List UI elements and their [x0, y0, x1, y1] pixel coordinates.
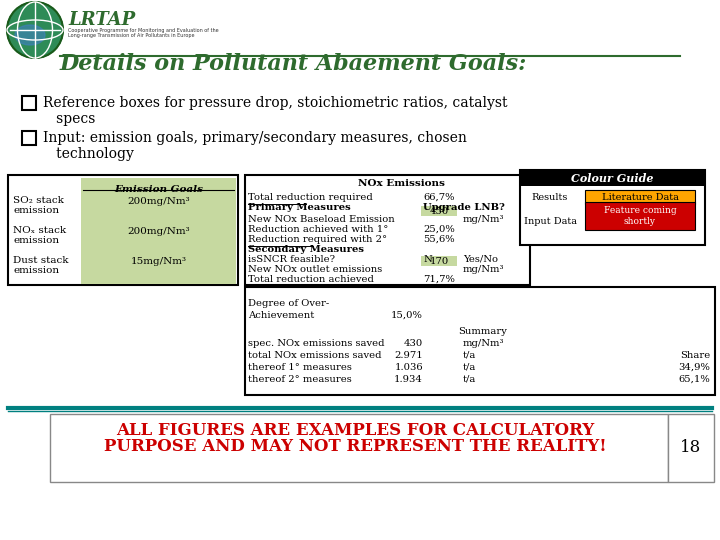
Text: Yes/No: Yes/No — [463, 255, 498, 264]
Text: 15mg/Nm³: 15mg/Nm³ — [130, 256, 186, 266]
Text: emission: emission — [13, 266, 59, 275]
Text: 15,0%: 15,0% — [391, 311, 423, 320]
Text: N: N — [423, 255, 432, 264]
Text: Secondary Measures: Secondary Measures — [248, 245, 364, 254]
Text: Upgrade LNB?: Upgrade LNB? — [423, 203, 505, 212]
Text: total NOx emissions saved: total NOx emissions saved — [248, 351, 382, 360]
Text: thereof 2° measures: thereof 2° measures — [248, 375, 352, 384]
Text: Colour Guide: Colour Guide — [571, 172, 654, 184]
Text: 66,7%: 66,7% — [423, 193, 454, 202]
Text: mg/Nm³: mg/Nm³ — [463, 215, 505, 224]
FancyBboxPatch shape — [668, 414, 714, 482]
Text: Results: Results — [532, 193, 568, 202]
Text: Feature coming
shortly: Feature coming shortly — [603, 206, 676, 226]
Text: 430: 430 — [404, 339, 423, 348]
Text: isSNCR feasible?: isSNCR feasible? — [248, 255, 335, 264]
Text: 170: 170 — [429, 256, 449, 266]
FancyBboxPatch shape — [22, 131, 36, 145]
FancyBboxPatch shape — [520, 170, 705, 245]
Ellipse shape — [15, 25, 45, 45]
Text: LRTAP: LRTAP — [68, 11, 135, 29]
Text: mg/Nm³: mg/Nm³ — [463, 265, 505, 274]
Text: 18: 18 — [680, 438, 701, 456]
Text: t/a: t/a — [463, 363, 477, 372]
Text: Share: Share — [680, 351, 710, 360]
Text: Total reduction achieved: Total reduction achieved — [248, 275, 374, 284]
Text: Achievement: Achievement — [248, 311, 314, 320]
Text: 1.036: 1.036 — [395, 363, 423, 372]
Text: NOx Emissions: NOx Emissions — [359, 179, 445, 188]
FancyBboxPatch shape — [585, 202, 695, 230]
FancyBboxPatch shape — [22, 96, 36, 110]
FancyBboxPatch shape — [81, 178, 236, 200]
Text: mg/Nm³: mg/Nm³ — [463, 339, 505, 348]
Text: New NOx outlet emissions: New NOx outlet emissions — [248, 265, 382, 274]
Text: t/a: t/a — [463, 351, 477, 360]
Text: Summary: Summary — [459, 327, 508, 336]
Text: 71,7%: 71,7% — [423, 275, 455, 284]
Text: thereof 1° measures: thereof 1° measures — [248, 363, 352, 372]
FancyBboxPatch shape — [421, 256, 457, 266]
Text: Degree of Over-: Degree of Over- — [248, 299, 329, 308]
Text: 1.934: 1.934 — [394, 375, 423, 384]
Text: Details on Pollutant Abaement Goals:: Details on Pollutant Abaement Goals: — [60, 53, 527, 75]
FancyBboxPatch shape — [520, 170, 705, 186]
Text: 450: 450 — [429, 206, 449, 215]
Text: emission: emission — [13, 236, 59, 245]
Text: ALL FIGURES ARE EXAMPLES FOR CALCULATORY: ALL FIGURES ARE EXAMPLES FOR CALCULATORY — [116, 422, 594, 439]
Text: 200mg/Nm³: 200mg/Nm³ — [127, 197, 190, 206]
Text: Reduction required with 2°: Reduction required with 2° — [248, 235, 387, 244]
Text: SO₂ stack: SO₂ stack — [13, 196, 64, 205]
Circle shape — [7, 2, 63, 58]
FancyBboxPatch shape — [50, 414, 668, 482]
Text: Input: emission goals, primary/secondary measures, chosen
   technology: Input: emission goals, primary/secondary… — [43, 131, 467, 161]
Text: t/a: t/a — [463, 375, 477, 384]
Text: 200mg/Nm³: 200mg/Nm³ — [127, 226, 190, 235]
Text: NOₓ stack: NOₓ stack — [13, 226, 66, 235]
Text: Primary Measures: Primary Measures — [248, 203, 351, 212]
Text: New NOx Baseload Emission: New NOx Baseload Emission — [248, 215, 395, 224]
FancyBboxPatch shape — [245, 287, 715, 395]
FancyBboxPatch shape — [8, 175, 238, 285]
Text: Input Data: Input Data — [523, 218, 577, 226]
Text: 34,9%: 34,9% — [678, 363, 710, 372]
Text: emission: emission — [13, 206, 59, 215]
Text: Literature Data: Literature Data — [602, 192, 678, 201]
Text: 2.971: 2.971 — [395, 351, 423, 360]
Text: spec. NOx emissions saved: spec. NOx emissions saved — [248, 339, 384, 348]
Text: 25,0%: 25,0% — [423, 225, 455, 234]
Text: Total reduction required: Total reduction required — [248, 193, 373, 202]
Text: Dust stack: Dust stack — [13, 256, 68, 265]
Text: Emission Goals: Emission Goals — [114, 185, 203, 193]
FancyBboxPatch shape — [245, 175, 530, 285]
Text: 55,6%: 55,6% — [423, 235, 454, 244]
Text: Reduction achieved with 1°: Reduction achieved with 1° — [248, 225, 388, 234]
FancyBboxPatch shape — [421, 206, 457, 216]
Text: PURPOSE AND MAY NOT REPRESENT THE REALITY!: PURPOSE AND MAY NOT REPRESENT THE REALIT… — [104, 438, 606, 455]
FancyBboxPatch shape — [585, 190, 695, 204]
Text: Cooperative Programme for Monitoring and Evaluation of the
Long-range Transmissi: Cooperative Programme for Monitoring and… — [68, 28, 219, 38]
Text: Reference boxes for pressure drop, stoichiometric ratios, catalyst
   specs: Reference boxes for pressure drop, stoic… — [43, 96, 508, 126]
Text: 65,1%: 65,1% — [678, 375, 710, 384]
FancyBboxPatch shape — [81, 200, 236, 284]
